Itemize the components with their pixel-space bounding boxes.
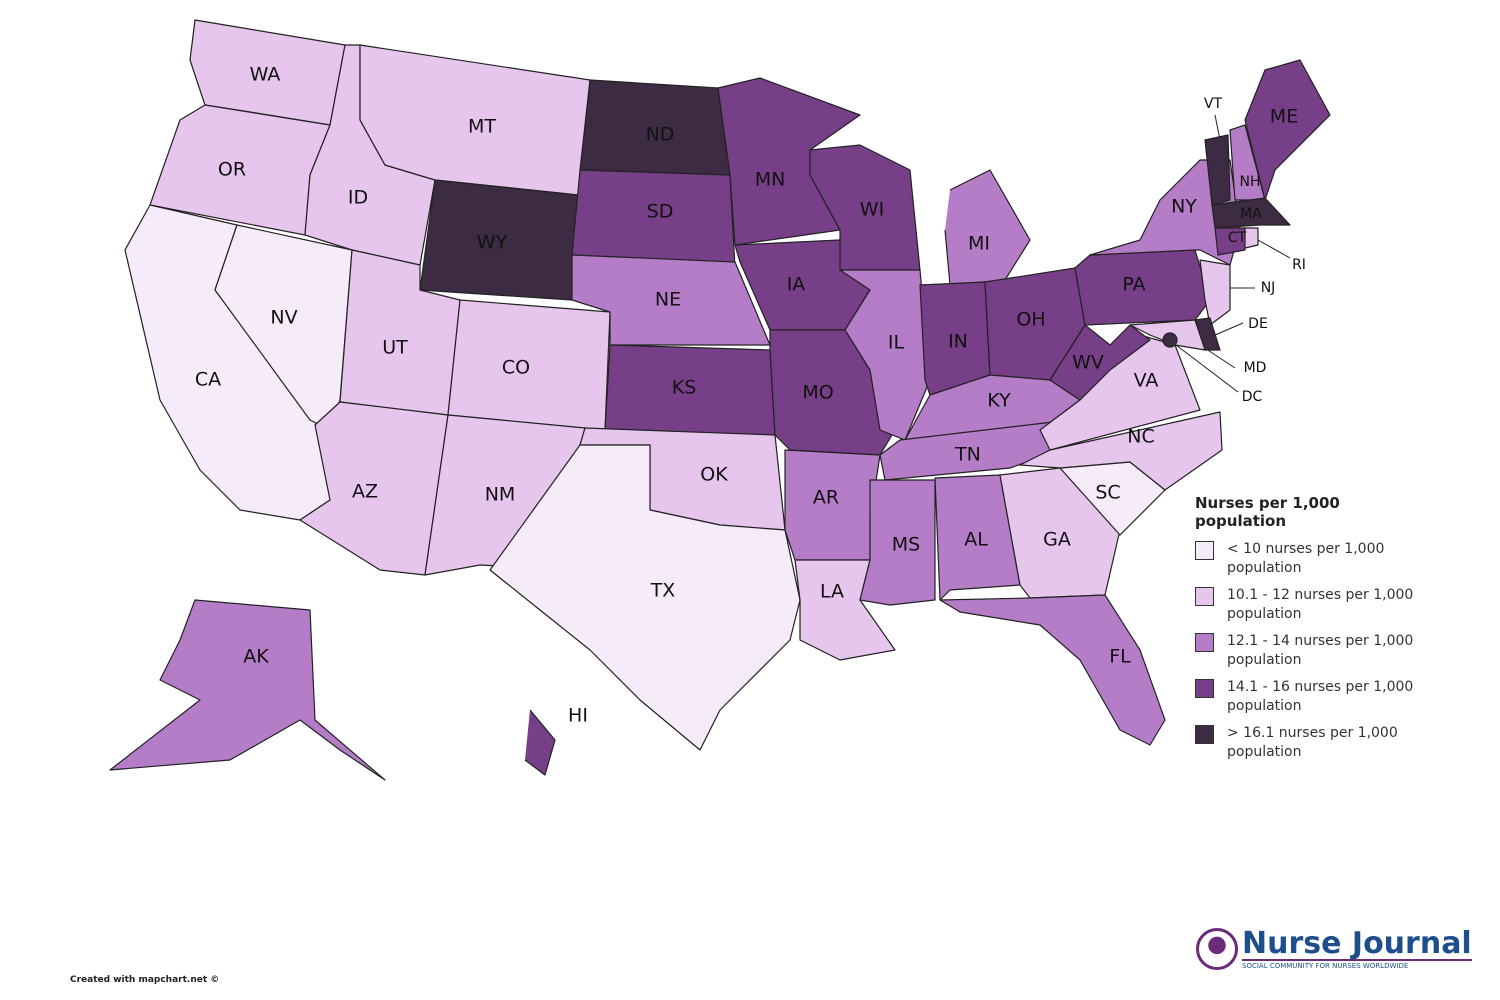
logo-text: Nurse Journal SOCIAL COMMUNITY FOR NURSE… — [1242, 925, 1472, 970]
state-label: KS — [672, 377, 697, 399]
credit: Created with mapchart.net © — [70, 975, 220, 985]
logo-name: Nurse Journal — [1242, 925, 1472, 961]
state — [109, 599, 386, 781]
state-label: NE — [655, 289, 681, 311]
state-label: NM — [485, 484, 516, 506]
leader-line — [1257, 239, 1291, 259]
state — [1204, 134, 1231, 206]
state — [1019, 411, 1223, 491]
state — [1162, 332, 1178, 348]
state-label: WI — [860, 199, 884, 221]
state-label: LA — [820, 581, 844, 603]
state — [489, 444, 801, 751]
legend-label: > 16.1 nurses per 1,000 population — [1227, 725, 1398, 760]
legend-label: 12.1 - 14 nurses per 1,000 population — [1227, 633, 1414, 668]
state — [1199, 259, 1231, 326]
leader-line — [1214, 322, 1244, 336]
state — [1244, 227, 1259, 249]
state-label: NJ — [1261, 280, 1276, 296]
state-label: SD — [647, 201, 674, 223]
state-label: NH — [1240, 174, 1261, 190]
state — [1214, 227, 1246, 256]
legend-label: < 10 nurses per 1,000 population — [1227, 541, 1385, 576]
state-label: MD — [1244, 360, 1267, 376]
legend-item: 10.1 - 12 nurses per 1,000 population — [1195, 586, 1435, 624]
state-label: CT — [1228, 230, 1247, 246]
state-label: MA — [1240, 206, 1262, 222]
legend-swatch — [1195, 679, 1214, 698]
state-label: IN — [948, 331, 968, 353]
state-label: NV — [270, 307, 297, 329]
state-label: OR — [218, 159, 246, 181]
state-label: VT — [1204, 96, 1223, 112]
state-label: SC — [1095, 482, 1120, 504]
state-label: NC — [1127, 426, 1154, 448]
legend-swatch — [1195, 725, 1214, 744]
state-label: MI — [968, 233, 990, 255]
state — [1049, 324, 1151, 401]
state — [944, 169, 1031, 286]
state-label: WV — [1072, 352, 1104, 374]
state-label: AK — [243, 646, 269, 668]
logo-tagline: SOCIAL COMMUNITY FOR NURSES WORLDWIDE — [1242, 958, 1472, 970]
leader-line — [1171, 341, 1239, 393]
legend-swatch — [1195, 633, 1214, 652]
state-label: IA — [787, 274, 806, 296]
state-label: MS — [892, 534, 920, 556]
state-label: MN — [755, 169, 786, 191]
state-label: KY — [987, 390, 1011, 412]
state — [1211, 197, 1291, 229]
state-label: AR — [813, 487, 839, 509]
state-label: NY — [1171, 196, 1197, 218]
state — [939, 594, 1166, 746]
state-label: OK — [700, 464, 728, 486]
state-label: FL — [1109, 646, 1131, 668]
state-label: GA — [1043, 529, 1071, 551]
state-label: HI — [568, 705, 588, 727]
state-label: DC — [1242, 389, 1263, 405]
state-label: CA — [195, 369, 221, 391]
legend-swatch — [1195, 587, 1214, 606]
state — [934, 474, 1021, 601]
state-label: WY — [477, 232, 508, 254]
legend-swatch — [1195, 541, 1214, 560]
legend-item: 14.1 - 16 nurses per 1,000 population — [1195, 678, 1435, 716]
state-label: TN — [954, 444, 981, 466]
state-label: UT — [382, 337, 408, 359]
state-label: CO — [502, 357, 530, 379]
logo: Nurse Journal SOCIAL COMMUNITY FOR NURSE… — [1196, 928, 1472, 970]
state-label: OH — [1016, 309, 1045, 331]
legend-label: 14.1 - 16 nurses per 1,000 population — [1227, 679, 1414, 714]
legend-title: Nurses per 1,000 population — [1195, 494, 1340, 530]
state-label: IL — [888, 332, 905, 354]
logo-icon — [1196, 928, 1238, 970]
legend-item: 12.1 - 14 nurses per 1,000 population — [1195, 632, 1435, 670]
state — [524, 709, 556, 776]
state-label: ID — [348, 187, 368, 209]
legend: Nurses per 1,000 population < 10 nurses … — [1195, 494, 1435, 770]
state-label: WA — [250, 64, 281, 86]
state-label: PA — [1122, 274, 1145, 296]
states — [109, 19, 1331, 781]
legend-label: 10.1 - 12 nurses per 1,000 population — [1227, 587, 1414, 622]
state-label: ME — [1270, 106, 1298, 128]
state-labels: WA OR CA NV ID MT WY UT CO AZ NM ND SD NE KS OK TX MN IA MO… — [195, 64, 1306, 727]
state-label: MT — [468, 116, 496, 138]
state-label: AZ — [352, 481, 378, 503]
state-label: AL — [964, 529, 988, 551]
legend-item: > 16.1 nurses per 1,000 population — [1195, 724, 1435, 762]
state-label: VA — [1134, 370, 1159, 392]
state-label: TX — [650, 580, 676, 602]
state-label: ND — [646, 124, 675, 146]
state-label: DE — [1248, 316, 1268, 332]
state-label: RI — [1292, 257, 1306, 273]
legend-item: < 10 nurses per 1,000 population — [1195, 540, 1435, 578]
state-label: MO — [802, 382, 833, 404]
